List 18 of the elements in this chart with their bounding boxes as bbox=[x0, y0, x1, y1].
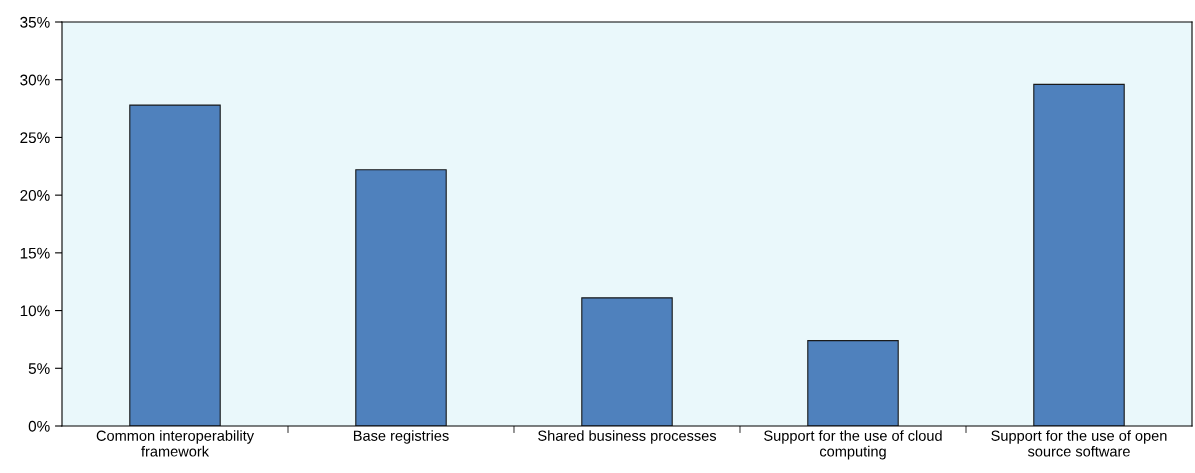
y-tick-label: 0% bbox=[28, 420, 50, 432]
bar bbox=[581, 297, 673, 426]
bar bbox=[129, 104, 221, 426]
y-tick-label: 30% bbox=[20, 74, 50, 86]
x-tick-label: Shared business processes bbox=[538, 430, 717, 444]
y-tick-label: 20% bbox=[20, 190, 50, 201]
x-tick-label: Common interoperability framework bbox=[96, 430, 254, 457]
y-tick-label: 15% bbox=[20, 247, 50, 259]
bar bbox=[1033, 83, 1125, 426]
x-tick-label: Support for the use of open source software bbox=[991, 430, 1167, 457]
x-tick-label: Base registries bbox=[353, 430, 449, 444]
x-tick-label: Support for the use of cloud computing bbox=[764, 430, 942, 460]
y-tick-label: 25% bbox=[20, 132, 50, 144]
y-tick-label: 10% bbox=[20, 305, 50, 317]
bar bbox=[355, 169, 447, 426]
y-tick-label: 5% bbox=[28, 363, 50, 374]
bar bbox=[807, 340, 899, 426]
y-tick-label: 35% bbox=[20, 16, 50, 28]
